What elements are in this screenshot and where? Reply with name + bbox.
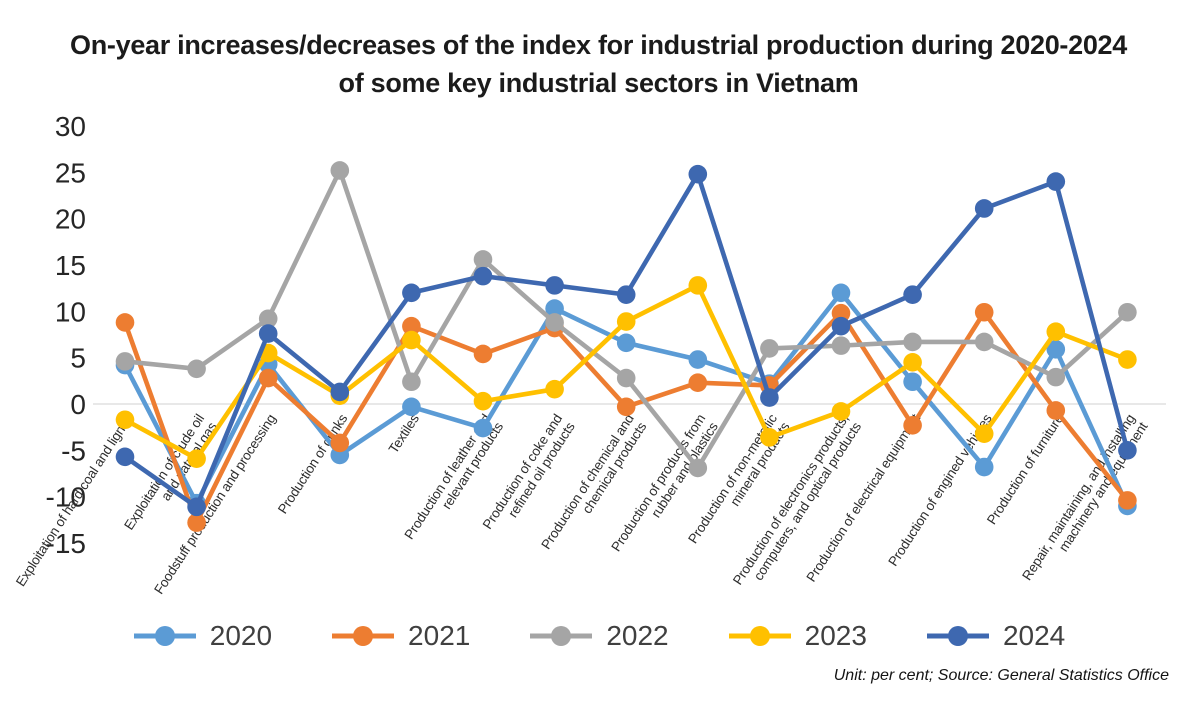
y-axis-tick-label: 20: [55, 204, 86, 235]
data-point-2024-11: [903, 285, 922, 304]
data-point-2023-4: [402, 330, 421, 350]
data-point-2022-11: [903, 332, 922, 352]
data-point-2024-14: [1118, 441, 1137, 460]
data-point-2020-10: [831, 283, 851, 303]
legend-marker-icon: [332, 626, 395, 646]
data-point-2023-5: [473, 391, 493, 411]
data-point-2023-13: [1046, 322, 1066, 342]
y-axis-tick-label: 15: [55, 250, 86, 281]
data-point-2020-13: [1046, 340, 1066, 359]
legend-label: 2020: [209, 620, 273, 651]
data-point-2021-3: [330, 433, 350, 453]
y-axis-tick-label: 0: [70, 389, 86, 420]
data-point-2024-4: [402, 283, 421, 303]
data-point-2021-2: [258, 368, 278, 388]
data-point-2021-12: [974, 302, 994, 322]
data-point-2024-13: [1046, 172, 1066, 191]
data-point-2023-9: [760, 428, 779, 447]
data-point-2024-0: [115, 447, 135, 467]
data-point-2022-9: [760, 339, 779, 358]
chart-title: On-year increases/decreases of the index…: [0, 26, 1197, 102]
legend-item-2021: 2021: [330, 620, 470, 652]
legend-label: 2022: [606, 620, 669, 651]
data-point-2024-1: [187, 497, 206, 517]
legend-marker-icon: [530, 626, 593, 646]
data-point-2022-13: [1046, 367, 1066, 387]
data-point-2022-12: [974, 332, 994, 352]
data-point-2020-4: [402, 397, 421, 417]
data-point-2020-7: [616, 333, 636, 353]
data-point-2022-0: [115, 352, 135, 371]
data-point-2022-10: [831, 336, 851, 355]
legend-label: 2021: [408, 620, 471, 651]
legend-label: 2024: [1002, 620, 1066, 651]
legend-label: 2023: [804, 620, 867, 651]
data-point-2021-0: [115, 313, 135, 332]
legend-marker-icon: [133, 626, 196, 646]
data-point-2024-7: [616, 285, 636, 304]
data-point-2023-14: [1118, 350, 1137, 369]
data-point-2020-5: [473, 418, 493, 438]
y-axis-tick-label: -10: [46, 482, 86, 513]
y-axis-tick-label: 10: [55, 296, 86, 327]
data-point-2020-8: [688, 350, 708, 369]
legend-item-2022: 2022: [528, 620, 669, 652]
data-point-2021-4: [402, 316, 421, 336]
data-point-2023-10: [831, 402, 851, 421]
data-point-2023-6: [545, 379, 564, 399]
data-point-2023-0: [115, 410, 135, 430]
data-point-2024-12: [974, 199, 994, 218]
data-point-2020-11: [903, 372, 922, 392]
data-point-2024-5: [473, 266, 493, 286]
chart-title-line2: of some key industrial sectors in Vietna…: [338, 68, 859, 98]
legend-marker-icon: [728, 626, 791, 646]
data-point-2021-8: [688, 373, 708, 392]
data-point-2022-3: [330, 161, 350, 180]
data-point-2021-14: [1118, 491, 1137, 510]
legend-item-2023: 2023: [727, 620, 867, 652]
chart-legend: 2020 2021 2022 2023 2024: [0, 620, 1197, 652]
data-point-2021-13: [1046, 401, 1066, 420]
data-point-2021-1: [187, 513, 206, 532]
y-axis-tick-label: -5: [61, 435, 86, 466]
data-point-2023-12: [974, 424, 994, 443]
data-point-2021-11: [903, 416, 922, 435]
data-point-2022-2: [258, 309, 278, 329]
data-point-2023-8: [688, 276, 708, 295]
data-point-2024-6: [545, 276, 564, 295]
data-point-2024-2: [258, 324, 278, 343]
data-point-2023-1: [187, 449, 206, 468]
legend-item-2020: 2020: [132, 620, 272, 652]
data-point-2023-7: [616, 312, 636, 331]
data-point-2021-10: [831, 303, 851, 323]
data-point-2024-8: [688, 164, 708, 184]
data-point-2021-7: [616, 397, 636, 417]
data-point-2022-5: [473, 250, 493, 269]
data-point-2020-12: [974, 457, 994, 477]
data-point-2024-10: [831, 316, 851, 336]
data-point-2024-3: [330, 382, 350, 402]
source-note: Unit: per cent; Source: General Statisti…: [833, 667, 1169, 684]
category-label: Foodstuff production and processing: [151, 411, 279, 596]
data-point-2022-7: [616, 368, 636, 388]
y-axis-tick-label: 5: [70, 343, 86, 374]
data-point-2022-4: [402, 372, 421, 392]
data-point-2022-8: [688, 458, 708, 478]
data-point-2020-6: [545, 299, 564, 318]
y-axis-tick-label: -15: [46, 528, 86, 559]
data-point-2024-9: [760, 388, 779, 407]
y-axis-tick-label: 25: [55, 157, 86, 188]
y-axis-tick-label: 30: [55, 111, 86, 142]
data-point-2021-5: [473, 344, 493, 364]
category-label: Production of furniture: [984, 411, 1066, 527]
legend-item-2024: 2024: [925, 620, 1065, 652]
data-point-2022-14: [1118, 302, 1137, 322]
data-point-2022-6: [545, 313, 564, 332]
legend-marker-icon: [926, 626, 989, 646]
data-point-2022-1: [187, 359, 206, 379]
data-point-2023-11: [903, 352, 922, 372]
chart-title-line1: On-year increases/decreases of the index…: [70, 30, 1127, 60]
